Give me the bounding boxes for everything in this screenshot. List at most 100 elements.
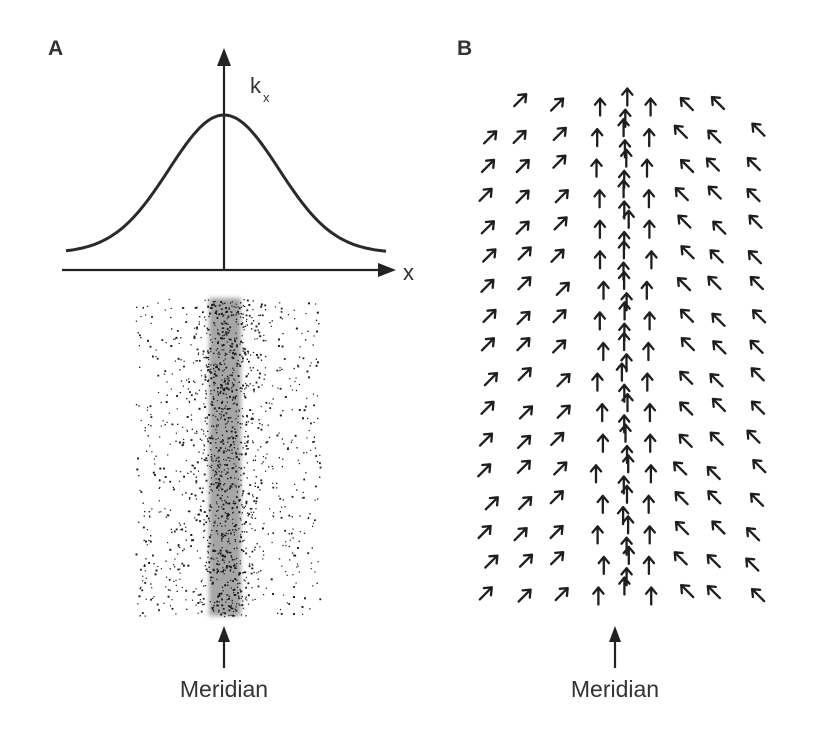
speckle-dot: [242, 357, 244, 360]
speckle-dot: [225, 513, 227, 515]
speckle-dot: [282, 594, 285, 596]
speckle-dot: [207, 370, 209, 372]
speckle-dot: [278, 457, 280, 459]
speckle-dot: [236, 506, 238, 509]
speckle-dot: [189, 391, 191, 393]
speckle-dot: [228, 377, 230, 379]
speckle-dot: [233, 467, 235, 469]
speckle-dot: [227, 581, 229, 583]
speckle-dot: [302, 357, 305, 360]
speckle-dot: [288, 603, 291, 605]
speckle-dot: [303, 409, 306, 412]
speckle-dot: [145, 577, 147, 579]
field-arrow: [516, 310, 531, 326]
speckle-dot: [156, 357, 159, 360]
speckle-dot: [194, 494, 197, 497]
speckle-dot: [256, 543, 258, 545]
speckle-dot: [218, 356, 220, 358]
speckle-dot: [240, 316, 242, 318]
speckle-dot: [214, 375, 217, 377]
speckle-dot: [234, 431, 237, 434]
speckle-dot: [204, 585, 207, 587]
speckle-dot: [259, 335, 262, 338]
speckle-dot: [235, 465, 237, 467]
speckle-dot: [238, 363, 240, 365]
speckle-dot: [261, 314, 264, 317]
speckle-dot: [209, 347, 212, 350]
speckle-dot: [223, 381, 225, 383]
speckle-dot: [309, 365, 311, 367]
speckle-dot: [221, 327, 223, 329]
speckle-dot: [288, 545, 290, 548]
speckle-dot: [254, 549, 256, 551]
speckle-dot: [205, 561, 207, 564]
speckle-dot: [217, 341, 219, 343]
speckle-dot: [215, 514, 217, 517]
speckle-dot: [245, 547, 247, 549]
speckle-dot: [232, 502, 234, 504]
speckle-dot: [226, 353, 228, 355]
speckle-dot: [299, 356, 301, 358]
speckle-dot: [240, 302, 242, 304]
speckle-dot: [202, 604, 204, 606]
speckle-dot: [219, 392, 221, 394]
speckle-dot: [227, 457, 229, 459]
speckle-dot: [216, 473, 218, 475]
speckle-dot: [246, 477, 248, 479]
speckle-dot: [237, 592, 239, 594]
speckle-dot: [237, 359, 239, 362]
speckle-dot: [221, 349, 223, 351]
speckle-dot: [227, 512, 229, 515]
speckle-dot: [251, 514, 253, 516]
speckle-dot: [169, 443, 171, 445]
speckle-dot: [240, 597, 242, 599]
speckle-dot: [279, 369, 281, 372]
speckle-dot: [235, 470, 238, 473]
speckle-dot: [308, 302, 310, 305]
speckle-dot: [217, 342, 219, 345]
speckle-dot: [252, 367, 254, 369]
speckle-dot: [151, 451, 153, 453]
speckle-dot: [235, 306, 237, 308]
speckle-dot: [138, 345, 140, 347]
speckle-dot: [291, 389, 294, 391]
speckle-dot: [231, 435, 233, 438]
speckle-dot: [219, 497, 222, 500]
field-arrow: [556, 404, 571, 419]
speckle-dot: [150, 535, 152, 537]
speckle-dot: [230, 457, 232, 460]
speckle-dot: [232, 522, 234, 524]
speckle-dot: [163, 467, 165, 470]
speckle-dot: [138, 405, 140, 407]
speckle-dot: [296, 489, 298, 491]
speckle-dot: [178, 522, 180, 524]
speckle-dot: [233, 502, 236, 505]
speckle-dot: [293, 367, 295, 370]
speckle-dot: [217, 482, 220, 484]
speckle-dot: [315, 364, 318, 367]
speckle-dot: [194, 432, 196, 434]
speckle-dot: [202, 452, 204, 454]
speckle-dot: [243, 352, 245, 354]
speckle-dot: [224, 378, 226, 380]
speckle-dot: [221, 331, 224, 333]
speckle-dot: [194, 327, 196, 329]
speckle-dot: [225, 459, 227, 461]
speckle-dot: [265, 587, 267, 589]
panel-b: B Meridian: [457, 37, 767, 702]
speckle-dot: [235, 524, 237, 526]
speckle-dot: [172, 486, 174, 489]
speckle-dot: [149, 516, 151, 518]
speckle-dot: [189, 498, 191, 500]
speckle-dot: [310, 422, 312, 425]
field-arrow: [712, 340, 727, 355]
speckle-dot: [319, 466, 322, 469]
speckle-dot: [240, 479, 242, 481]
speckle-dot: [230, 587, 232, 589]
speckle-dot: [227, 541, 229, 543]
speckle-dot: [294, 483, 296, 485]
speckle-dot: [166, 421, 168, 423]
speckle-dot: [183, 475, 185, 478]
speckle-dot: [213, 373, 216, 375]
speckle-dot: [295, 582, 297, 584]
